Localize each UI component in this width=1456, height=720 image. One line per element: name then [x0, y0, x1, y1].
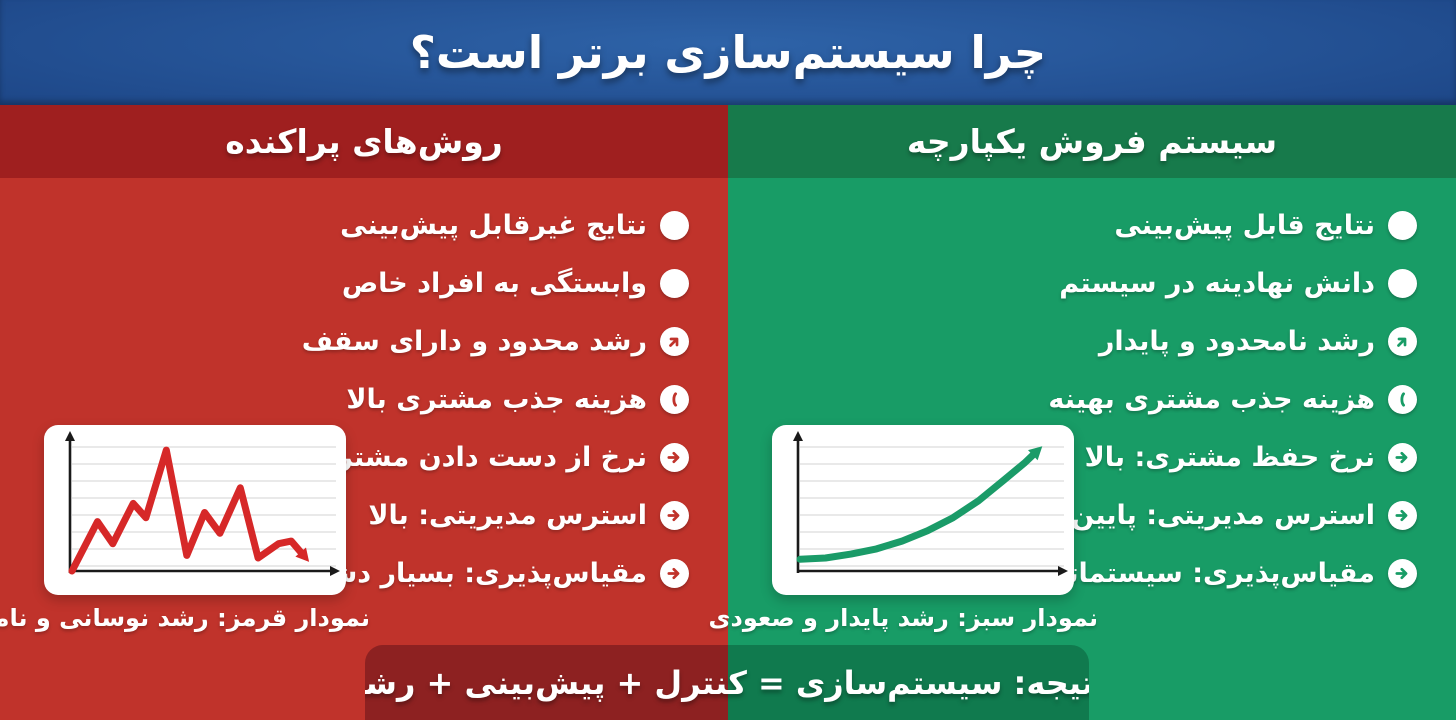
list-item: نتایج غیرقابل پیش‌بینی [243, 196, 689, 254]
arrow-right-icon [660, 558, 689, 588]
list-item: مقیاس‌پذیری: سیستماتیک [1030, 544, 1417, 602]
red-chart-card [44, 425, 346, 595]
list-item: هزینه جذب مشتری بالا [243, 370, 689, 428]
arrow-right-icon [660, 500, 689, 530]
dot-icon [1388, 268, 1417, 298]
panel-integrated-system: سیستم فروش یکپارچه نتایج قابل پیش‌بینی دا… [708, 105, 1456, 720]
list-item-label: استرس مدیریتی: پایین [1071, 499, 1375, 531]
list-item: استرس مدیریتی: پایین [1030, 486, 1417, 544]
panel-header-integrated: سیستم فروش یکپارچه [728, 105, 1456, 178]
arrow-right-icon [1388, 442, 1417, 472]
list-item-label: هزینه جذب مشتری بالا [346, 383, 647, 415]
cost-bar-icon [1388, 384, 1417, 414]
conclusion-banner: نتیجه: سیستم‌سازی = کنترل + پیش‌بینی + ر… [365, 645, 1089, 720]
green-line-chart [793, 431, 1068, 576]
arrow-up-right-icon [1388, 326, 1417, 356]
red-line-chart [65, 431, 340, 576]
list-item: مقیاس‌پذیری: بسیار دشوار [243, 544, 689, 602]
red-chart-caption: نمودار قرمز: رشد نوسانی و نامنظم [0, 604, 370, 632]
arrow-up-right-icon [660, 326, 689, 356]
panel-header-integrated-label: سیستم فروش یکپارچه [906, 122, 1278, 161]
list-item-label: نرخ حفظ مشتری: بالا [1084, 441, 1375, 473]
cost-bar-icon [660, 384, 689, 414]
list-item-label: مقیاس‌پذیری: بسیار دشوار [288, 557, 647, 589]
panel-scattered-methods: روش‌های پراکنده نتایج غیرقابل پیش‌بینی وا… [0, 105, 728, 720]
list-item-label: وابستگی به افراد خاص [341, 267, 647, 299]
title-banner: چرا سیستم‌سازی برتر است؟ [0, 0, 1456, 105]
list-item-label: مقیاس‌پذیری: سیستماتیک [1029, 557, 1375, 589]
arrow-right-icon [1388, 500, 1417, 530]
list-item: نتایج قابل پیش‌بینی [1030, 196, 1417, 254]
arrow-right-icon [1388, 558, 1417, 588]
comparison-columns: روش‌های پراکنده نتایج غیرقابل پیش‌بینی وا… [0, 105, 1456, 720]
list-item: رشد نامحدود و پایدار [1030, 312, 1417, 370]
panel-header-scattered-label: روش‌های پراکنده [225, 122, 503, 161]
list-item: استرس مدیریتی: بالا [243, 486, 689, 544]
panel-header-scattered: روش‌های پراکنده [0, 105, 728, 178]
dot-icon [660, 210, 689, 240]
feature-list-scattered: نتایج غیرقابل پیش‌بینی وابستگی به افراد خ… [243, 196, 689, 602]
conclusion-text: نتیجه: سیستم‌سازی = کنترل + پیش‌بینی + ر… [365, 663, 1089, 702]
conclusion-banner-red-half [365, 645, 728, 720]
green-chart-caption: نمودار سبز: رشد پایدار و صعودی [708, 604, 1098, 632]
list-item-label: رشد نامحدود و پایدار [1098, 325, 1375, 357]
arrow-right-icon [660, 442, 689, 472]
list-item-label: نتایج غیرقابل پیش‌بینی [340, 209, 647, 241]
feature-list-integrated: نتایج قابل پیش‌بینی دانش نهادینه در سیستم… [1030, 196, 1417, 602]
page-title: چرا سیستم‌سازی برتر است؟ [409, 26, 1047, 79]
list-item-label: نتایج قابل پیش‌بینی [1114, 209, 1375, 241]
list-item: دانش نهادینه در سیستم [1030, 254, 1417, 312]
list-item-label: رشد محدود و دارای سقف [301, 325, 647, 357]
list-item-label: دانش نهادینه در سیستم [1059, 267, 1375, 299]
list-item: نرخ حفظ مشتری: بالا [1030, 428, 1417, 486]
list-item-label: استرس مدیریتی: بالا [368, 499, 647, 531]
list-item: وابستگی به افراد خاص [243, 254, 689, 312]
green-chart-card [772, 425, 1074, 595]
list-item: هزینه جذب مشتری بهینه [1030, 370, 1417, 428]
list-item: رشد محدود و دارای سقف [243, 312, 689, 370]
dot-icon [1388, 210, 1417, 240]
conclusion-banner-green-half [728, 645, 1089, 720]
list-item-label: هزینه جذب مشتری بهینه [1048, 383, 1375, 415]
dot-icon [660, 268, 689, 298]
